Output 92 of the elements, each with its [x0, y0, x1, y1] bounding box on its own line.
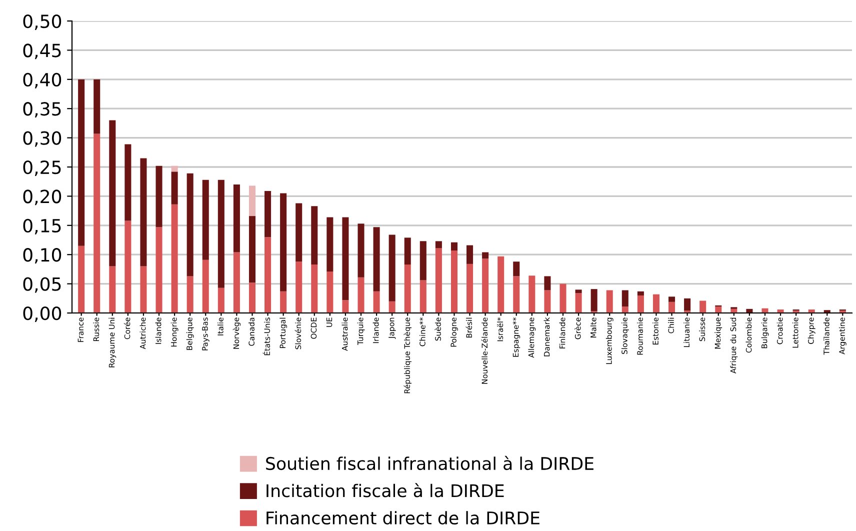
- bar: [124, 220, 132, 313]
- bar: [264, 190, 272, 238]
- y-tick-label: 0,00: [23, 306, 62, 322]
- bar: [342, 300, 349, 313]
- bar: [202, 260, 209, 313]
- bar: [388, 301, 396, 313]
- y-tick-label: 0,50: [23, 14, 62, 30]
- y-tick-label: 0,35: [23, 102, 61, 118]
- bar: [233, 184, 240, 252]
- bar: [575, 290, 582, 294]
- y-tick-label: 0,40: [23, 72, 62, 88]
- bar: [466, 245, 474, 264]
- y-tick-label: 0,25: [23, 160, 61, 176]
- bar: [342, 217, 349, 300]
- bar: [498, 256, 504, 313]
- bar: [544, 276, 551, 290]
- bar: [715, 306, 722, 313]
- bar: [358, 277, 364, 313]
- bar: [482, 252, 489, 259]
- bar: [450, 242, 458, 251]
- bar: [606, 290, 613, 313]
- bar: [124, 144, 132, 221]
- bar: [373, 227, 380, 292]
- bar: [420, 241, 426, 280]
- bar: [652, 294, 660, 313]
- bar: [233, 252, 240, 313]
- bar: [668, 296, 676, 302]
- bar: [684, 298, 691, 311]
- bar: [296, 262, 302, 313]
- y-tick-label: 0,45: [23, 44, 61, 60]
- bar: [700, 300, 706, 313]
- bar: [264, 237, 272, 313]
- bar: [404, 238, 411, 265]
- bar: [435, 248, 442, 313]
- bar: [171, 166, 178, 172]
- bar: [218, 288, 224, 313]
- bar: [590, 289, 598, 312]
- y-tick-label: 0,05: [23, 277, 61, 293]
- bar: [280, 291, 287, 313]
- bar: [140, 266, 147, 313]
- bar: [482, 258, 489, 313]
- bar: [466, 264, 474, 313]
- bar: [78, 79, 85, 246]
- bar: [544, 290, 551, 313]
- bar: [156, 166, 162, 228]
- bar: [171, 172, 178, 204]
- bar: [637, 291, 644, 296]
- bar: [420, 280, 426, 313]
- bar: [186, 276, 194, 313]
- bar: [373, 291, 380, 313]
- bar: [622, 290, 628, 307]
- bar: [218, 180, 224, 288]
- bar: [140, 158, 147, 266]
- bar: [109, 266, 116, 313]
- legend-label: Financement direct de la DIRDE: [266, 511, 540, 525]
- bar: [78, 246, 85, 313]
- y-tick-label: 0,20: [23, 190, 62, 206]
- bar: [575, 293, 582, 313]
- bar: [326, 217, 334, 272]
- bar: [94, 134, 100, 313]
- bar: [248, 186, 256, 216]
- bar: [94, 79, 100, 134]
- bar: [358, 224, 364, 278]
- bar: [622, 306, 628, 313]
- y-tick-label: 0,10: [23, 248, 62, 264]
- bar: [513, 276, 520, 313]
- bar: [450, 250, 458, 313]
- bar: [513, 262, 520, 276]
- bar: [668, 302, 676, 313]
- bar: [311, 264, 318, 313]
- bar: [296, 203, 302, 262]
- y-tick-label: 0,15: [23, 218, 61, 234]
- bar: [202, 180, 209, 260]
- bar: [311, 206, 318, 265]
- bar: [528, 276, 536, 313]
- bar: [156, 227, 162, 313]
- bar: [186, 173, 194, 276]
- bar: [248, 216, 256, 283]
- legend-label: Soutien fiscal infranational à la DIRDE: [266, 456, 594, 470]
- bar: [762, 308, 768, 313]
- bar: [280, 193, 287, 292]
- legend-label: Incitation fiscale à la DIRDE: [266, 483, 504, 498]
- bar: [560, 284, 566, 313]
- bar: [171, 204, 178, 313]
- bar: [404, 264, 411, 313]
- y-tick-label: 0,30: [23, 131, 62, 147]
- bar: [109, 120, 116, 266]
- bar: [435, 241, 442, 248]
- bar: [326, 272, 334, 313]
- bar: [248, 282, 256, 313]
- bar: [637, 295, 644, 313]
- bar: [388, 234, 396, 302]
